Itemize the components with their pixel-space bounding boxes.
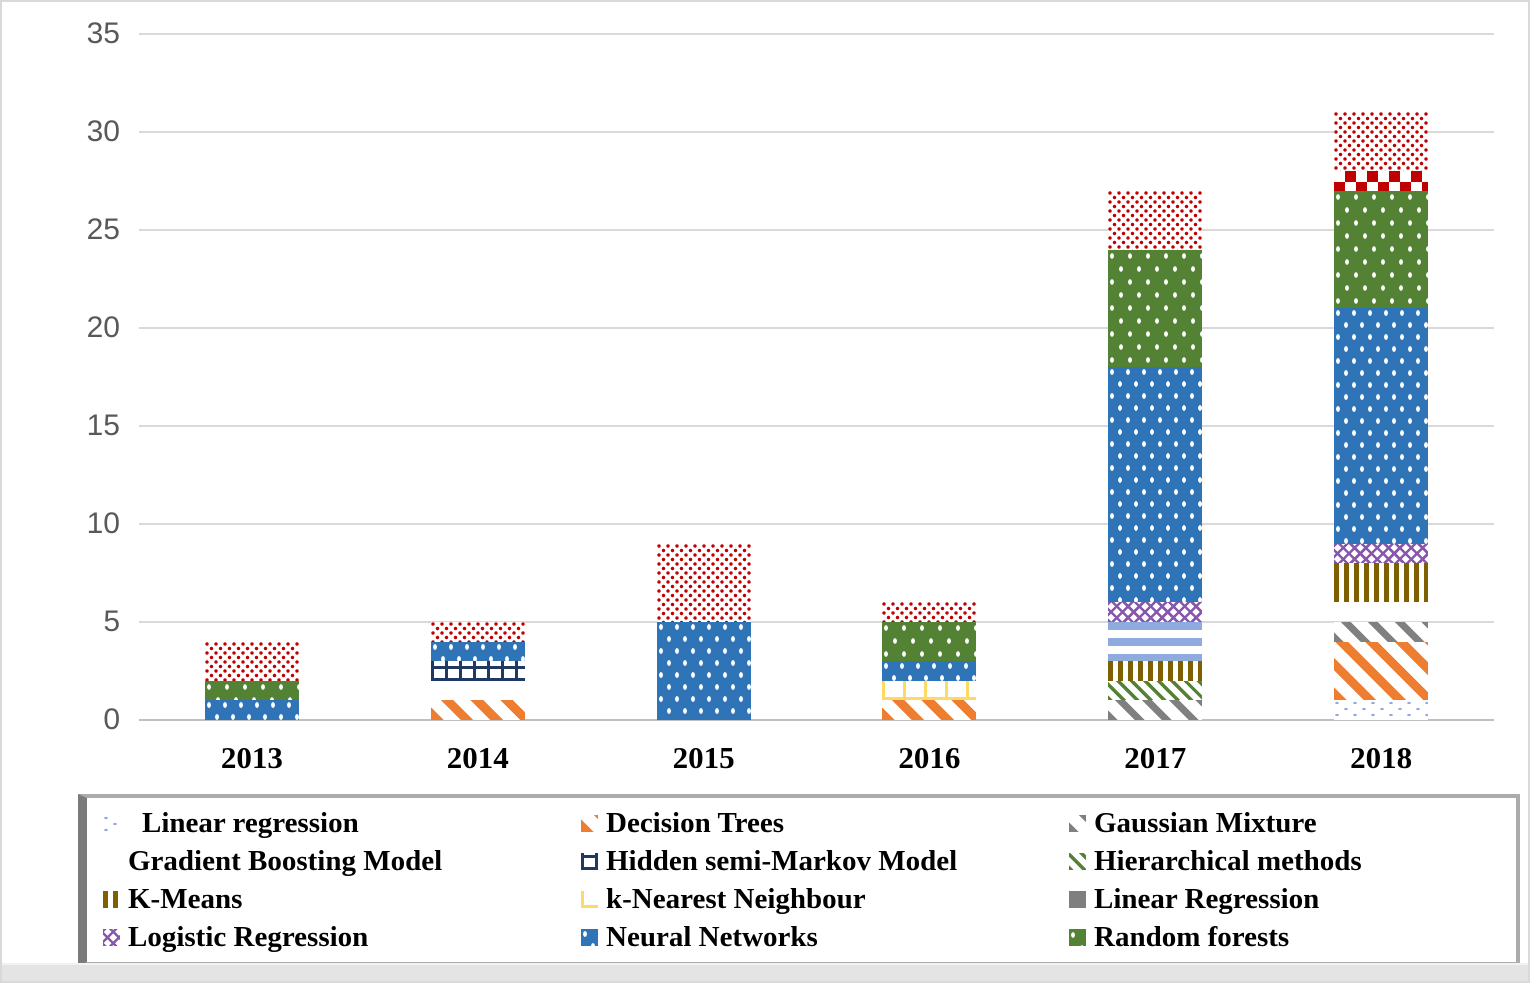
legend-label: k-Nearest Neighbour	[606, 883, 866, 915]
y-tick-label-30: 30	[86, 115, 120, 148]
legend-label: Hierarchical methods	[1094, 845, 1362, 877]
legend-label: K-Means	[128, 883, 243, 915]
linear_regression_gray-pattern-swatch-icon	[1069, 890, 1086, 908]
decision_trees-pattern-swatch-icon	[581, 814, 598, 832]
gridline-y0	[139, 719, 1494, 721]
legend-item-gaussian_mixture[interactable]: Gaussian Mixture	[1069, 806, 1506, 840]
bar-segment-2018-neural_networks[interactable]	[1334, 308, 1429, 544]
y-tick-label-25: 25	[86, 213, 120, 246]
kmeans-pattern-swatch-icon	[103, 890, 120, 908]
bar-segment-2014-hsmm[interactable]	[430, 661, 525, 681]
legend-label: Linear regression	[142, 807, 359, 839]
legend-label: Linear Regression	[1094, 883, 1320, 915]
legend-label: Random forests	[1094, 921, 1290, 953]
x-axis-label-2015: 2015	[672, 740, 735, 775]
bar-segment-2017-logistic_regression[interactable]	[1108, 602, 1203, 622]
bottom-gray-strip	[2, 963, 1528, 981]
gridline-y10	[139, 523, 1494, 525]
hierarchical-pattern-swatch-icon	[1069, 852, 1086, 870]
legend-label: Neural Networks	[606, 921, 818, 953]
legend-item-hsmm[interactable]: Hidden semi-Markov Model	[581, 844, 1069, 878]
bar-segment-2017-lb_stripes[interactable]	[1108, 622, 1203, 662]
bar-segment-2017-neural_networks[interactable]	[1108, 367, 1203, 603]
bar-segment-2014-gradient_boosting[interactable]	[431, 681, 525, 701]
legend-item-knn[interactable]: k-Nearest Neighbour	[581, 882, 1069, 916]
bar-segment-2016-random_forests[interactable]	[882, 622, 977, 662]
legend-label: Decision Trees	[606, 807, 785, 839]
bar-segment-2013-random_forests[interactable]	[204, 680, 299, 701]
legend-item-kmeans[interactable]: K-Means	[103, 882, 581, 916]
bar-segment-2016-neural_networks[interactable]	[882, 661, 977, 681]
gridline-y5	[139, 621, 1494, 623]
bar-segment-2017-kmeans[interactable]	[1108, 661, 1203, 681]
bar-segment-2017-random_forests[interactable]	[1108, 249, 1203, 368]
y-tick-label-15: 15	[86, 409, 120, 442]
bar-segment-2018-random_forests[interactable]	[1334, 190, 1429, 309]
y-tick-label-10: 10	[86, 507, 120, 540]
bar-segment-2018-gaussian_mixture[interactable]	[1334, 622, 1429, 642]
legend-label: Hidden semi-Markov Model	[606, 845, 958, 877]
bar-segment-2013-neural_networks[interactable]	[204, 700, 299, 720]
bar-segment-2018-logistic_regression[interactable]	[1334, 543, 1429, 564]
hsmm-pattern-swatch-icon	[581, 852, 598, 870]
gaussian_mixture-pattern-swatch-icon	[1069, 814, 1086, 832]
bar-segment-2015-neural_networks[interactable]	[656, 622, 751, 720]
legend-label: Gradient Boosting Model	[128, 845, 443, 877]
random_forests-pattern-swatch-icon	[1069, 928, 1086, 946]
neural_networks-pattern-swatch-icon	[581, 928, 598, 946]
legend-label: Logistic Regression	[128, 921, 369, 953]
bar-segment-2018-linear_regression_lb[interactable]	[1334, 700, 1429, 720]
legend-item-linear_regression_lb[interactable]: Linear regression	[103, 806, 581, 840]
y-tick-label-5: 5	[103, 605, 120, 638]
bar-segment-2018-red_checker[interactable]	[1334, 171, 1429, 191]
gridline-y30	[139, 131, 1494, 133]
gridline-y15	[139, 425, 1494, 427]
x-axis-label-2014: 2014	[446, 740, 509, 775]
bar-segment-2016-red_dots[interactable]	[882, 602, 977, 622]
bar-segment-2016-knn[interactable]	[882, 680, 977, 701]
y-tick-label-0: 0	[103, 703, 120, 736]
chart-legend[interactable]: Linear regression Decision Trees Gaussian …	[78, 794, 1520, 966]
bar-segment-2018-gradient_boosting[interactable]	[1334, 602, 1428, 622]
bar-segment-2018-red_dots[interactable]	[1334, 112, 1429, 172]
legend-item-neural_networks[interactable]: Neural Networks	[581, 920, 1069, 954]
linear_regression_lb-pattern-swatch-icon	[103, 814, 120, 832]
bar-segment-2013-red_dots[interactable]	[204, 641, 299, 681]
gradient_boosting-pattern-swatch-icon	[103, 853, 120, 870]
y-tick-label-35: 35	[86, 17, 120, 50]
legend-item-decision_trees[interactable]: Decision Trees	[581, 806, 1069, 840]
bar-segment-2017-hierarchical[interactable]	[1108, 680, 1203, 701]
legend-label: Gaussian Mixture	[1094, 807, 1317, 839]
bar-segment-2014-red_dots[interactable]	[430, 622, 525, 642]
legend-item-hierarchical[interactable]: Hierarchical methods	[1069, 844, 1506, 878]
y-tick-label-20: 20	[86, 311, 120, 344]
x-axis-label-2016: 2016	[898, 740, 961, 775]
legend-item-random_forests[interactable]: Random forests	[1069, 920, 1506, 954]
legend-item-gradient_boosting[interactable]: Gradient Boosting Model	[103, 844, 581, 878]
x-axis-label-2013: 2013	[220, 740, 283, 775]
bar-segment-2014-neural_networks[interactable]	[430, 641, 525, 662]
x-axis-label-2017: 2017	[1124, 740, 1187, 775]
bar-segment-2018-kmeans[interactable]	[1334, 563, 1429, 603]
bar-segment-2016-decision_trees[interactable]	[882, 700, 977, 720]
bar-segment-2017-red_dots[interactable]	[1108, 190, 1203, 250]
bar-segment-2017-gaussian_mixture[interactable]	[1108, 700, 1203, 720]
x-axis-label-2018: 2018	[1350, 740, 1413, 775]
bar-segment-2015-red_dots[interactable]	[656, 543, 751, 622]
legend-item-logistic_regression[interactable]: Logistic Regression	[103, 920, 581, 954]
gridline-y20	[139, 327, 1494, 329]
legend-item-linear_regression_gray[interactable]: Linear Regression	[1069, 882, 1506, 916]
gridline-y25	[139, 229, 1494, 231]
knn-pattern-swatch-icon	[581, 890, 598, 908]
gridline-y35	[139, 33, 1494, 35]
bar-segment-2014-decision_trees[interactable]	[430, 700, 525, 720]
bar-segment-2018-decision_trees[interactable]	[1334, 641, 1429, 701]
logistic_regression-pattern-swatch-icon	[103, 928, 120, 946]
